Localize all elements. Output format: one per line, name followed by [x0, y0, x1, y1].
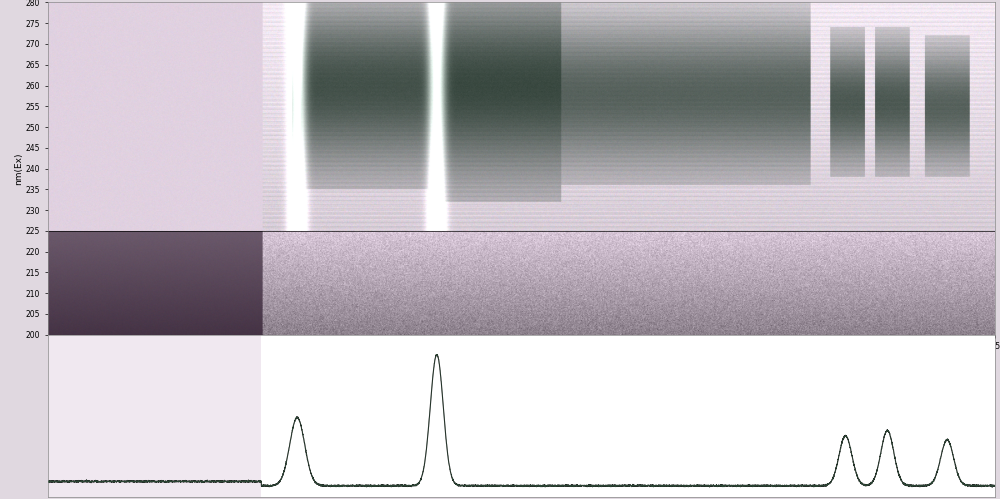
- X-axis label: min: min: [513, 353, 530, 362]
- Y-axis label: nm(Ex): nm(Ex): [14, 152, 23, 185]
- Bar: [48, 280, 261, 499]
